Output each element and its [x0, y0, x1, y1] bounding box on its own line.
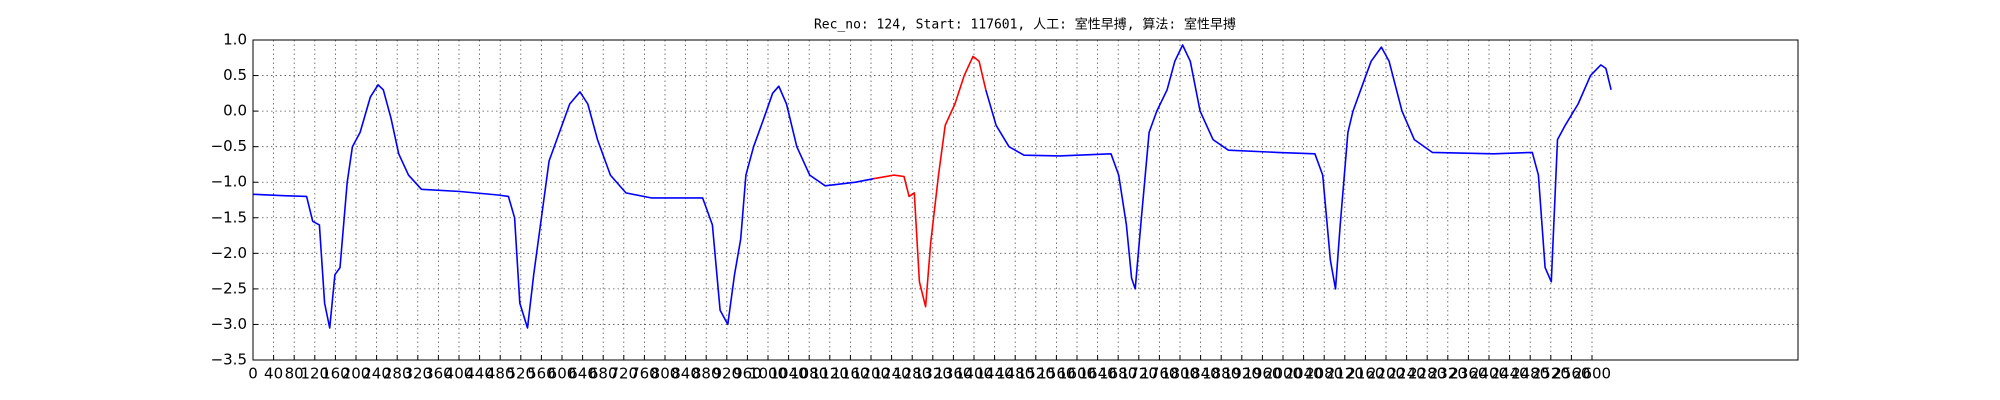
y-tick-label: −3.5: [211, 351, 247, 369]
x-tick-label: 40: [264, 365, 283, 383]
x-tick-label: 960: [733, 365, 762, 383]
x-tick-label: 720: [609, 365, 638, 383]
y-tick-label: −1.0: [211, 173, 247, 191]
x-tick-label: 1920: [1223, 365, 1261, 383]
y-tick-label: −1.5: [211, 208, 247, 226]
y-tick-label: −0.5: [211, 137, 247, 155]
y-tick-label: 1.0: [223, 31, 247, 49]
x-tick-label: 2000: [1264, 365, 1302, 383]
x-tick-label: 2480: [1511, 365, 1549, 383]
x-tick-label: 1080: [790, 365, 828, 383]
x-tick-label: 1840: [1182, 365, 1220, 383]
x-tick-label: 1600: [1058, 365, 1096, 383]
x-tick-label: 520: [506, 365, 535, 383]
x-tick-label: 2240: [1388, 365, 1426, 383]
x-tick-label: 1800: [1161, 365, 1199, 383]
x-tick-label: 1320: [914, 365, 952, 383]
x-tick-label: 400: [445, 365, 474, 383]
x-tick-label: 920: [712, 365, 741, 383]
chart-title: Rec_no: 124, Start: 117601, 人工: 室性早搏, 算法…: [814, 17, 1236, 33]
x-tick-label: 2320: [1429, 365, 1467, 383]
x-tick-label: 2120: [1326, 365, 1364, 383]
x-tick-label: 2360: [1449, 365, 1487, 383]
x-tick-label: 880: [692, 365, 721, 383]
x-tick-label: 840: [671, 365, 700, 383]
ecg-line: [873, 55, 987, 308]
ecg-line: [252, 44, 1612, 329]
x-tick-label: 1960: [1243, 365, 1281, 383]
x-tick-label: 2440: [1491, 365, 1529, 383]
x-tick-label: 680: [589, 365, 618, 383]
x-tick-label: 2160: [1346, 365, 1384, 383]
x-tick-label: 1000: [749, 365, 787, 383]
y-tick-label: 0.5: [223, 66, 247, 84]
x-tick-label: 1240: [873, 365, 911, 383]
x-tick-label: 1560: [1037, 365, 1075, 383]
x-tick-label: 800: [651, 365, 680, 383]
x-tick-label: 120: [300, 365, 329, 383]
x-tick-label: 2400: [1470, 365, 1508, 383]
x-tick-label: 440: [465, 365, 494, 383]
x-tick-label: 1520: [1017, 365, 1055, 383]
x-tick-label: 200: [342, 365, 371, 383]
x-tick-label: 2080: [1305, 365, 1343, 383]
x-tick-label: 1280: [893, 365, 931, 383]
x-tick-label: 2040: [1285, 365, 1323, 383]
x-tick-label: 1680: [1099, 365, 1137, 383]
x-tick-label: 2200: [1367, 365, 1405, 383]
y-tick-label: −3.0: [211, 315, 247, 333]
x-tick-label: 480: [486, 365, 515, 383]
x-tick-label: 1720: [1120, 365, 1158, 383]
y-tick-label: −2.5: [211, 279, 247, 297]
x-tick-label: 320: [403, 365, 432, 383]
x-tick-label: 1480: [996, 365, 1034, 383]
x-tick-label: 1200: [852, 365, 890, 383]
x-tick-label: 160: [321, 365, 350, 383]
x-tick-label: 1360: [934, 365, 972, 383]
x-tick-label: 2280: [1408, 365, 1446, 383]
x-tick-label: 1400: [955, 365, 993, 383]
x-tick-label: 360: [424, 365, 453, 383]
x-tick-label: 2560: [1552, 365, 1590, 383]
x-tick-label: 1040: [770, 365, 808, 383]
x-tick-label: 1880: [1202, 365, 1240, 383]
x-tick-label: 1760: [1140, 365, 1178, 383]
x-tick-label: 1120: [811, 365, 849, 383]
x-tick-label: 1160: [831, 365, 869, 383]
x-tick-label: 1640: [1079, 365, 1117, 383]
x-tick-label: 2600: [1573, 365, 1611, 383]
plot-frame: [252, 39, 1799, 361]
x-tick-label: 240: [362, 365, 391, 383]
x-tick-label: 80: [285, 365, 304, 383]
x-tick-label: 0: [248, 365, 258, 383]
y-tick-label: 0.0: [223, 102, 247, 120]
x-tick-label: 2520: [1532, 365, 1570, 383]
x-tick-label: 560: [527, 365, 556, 383]
x-tick-label: 280: [383, 365, 412, 383]
x-tick-label: 640: [568, 365, 597, 383]
x-tick-label: 760: [630, 365, 659, 383]
x-tick-label: 600: [548, 365, 577, 383]
y-tick-label: −2.0: [211, 244, 247, 262]
x-tick-label: 1440: [976, 365, 1014, 383]
